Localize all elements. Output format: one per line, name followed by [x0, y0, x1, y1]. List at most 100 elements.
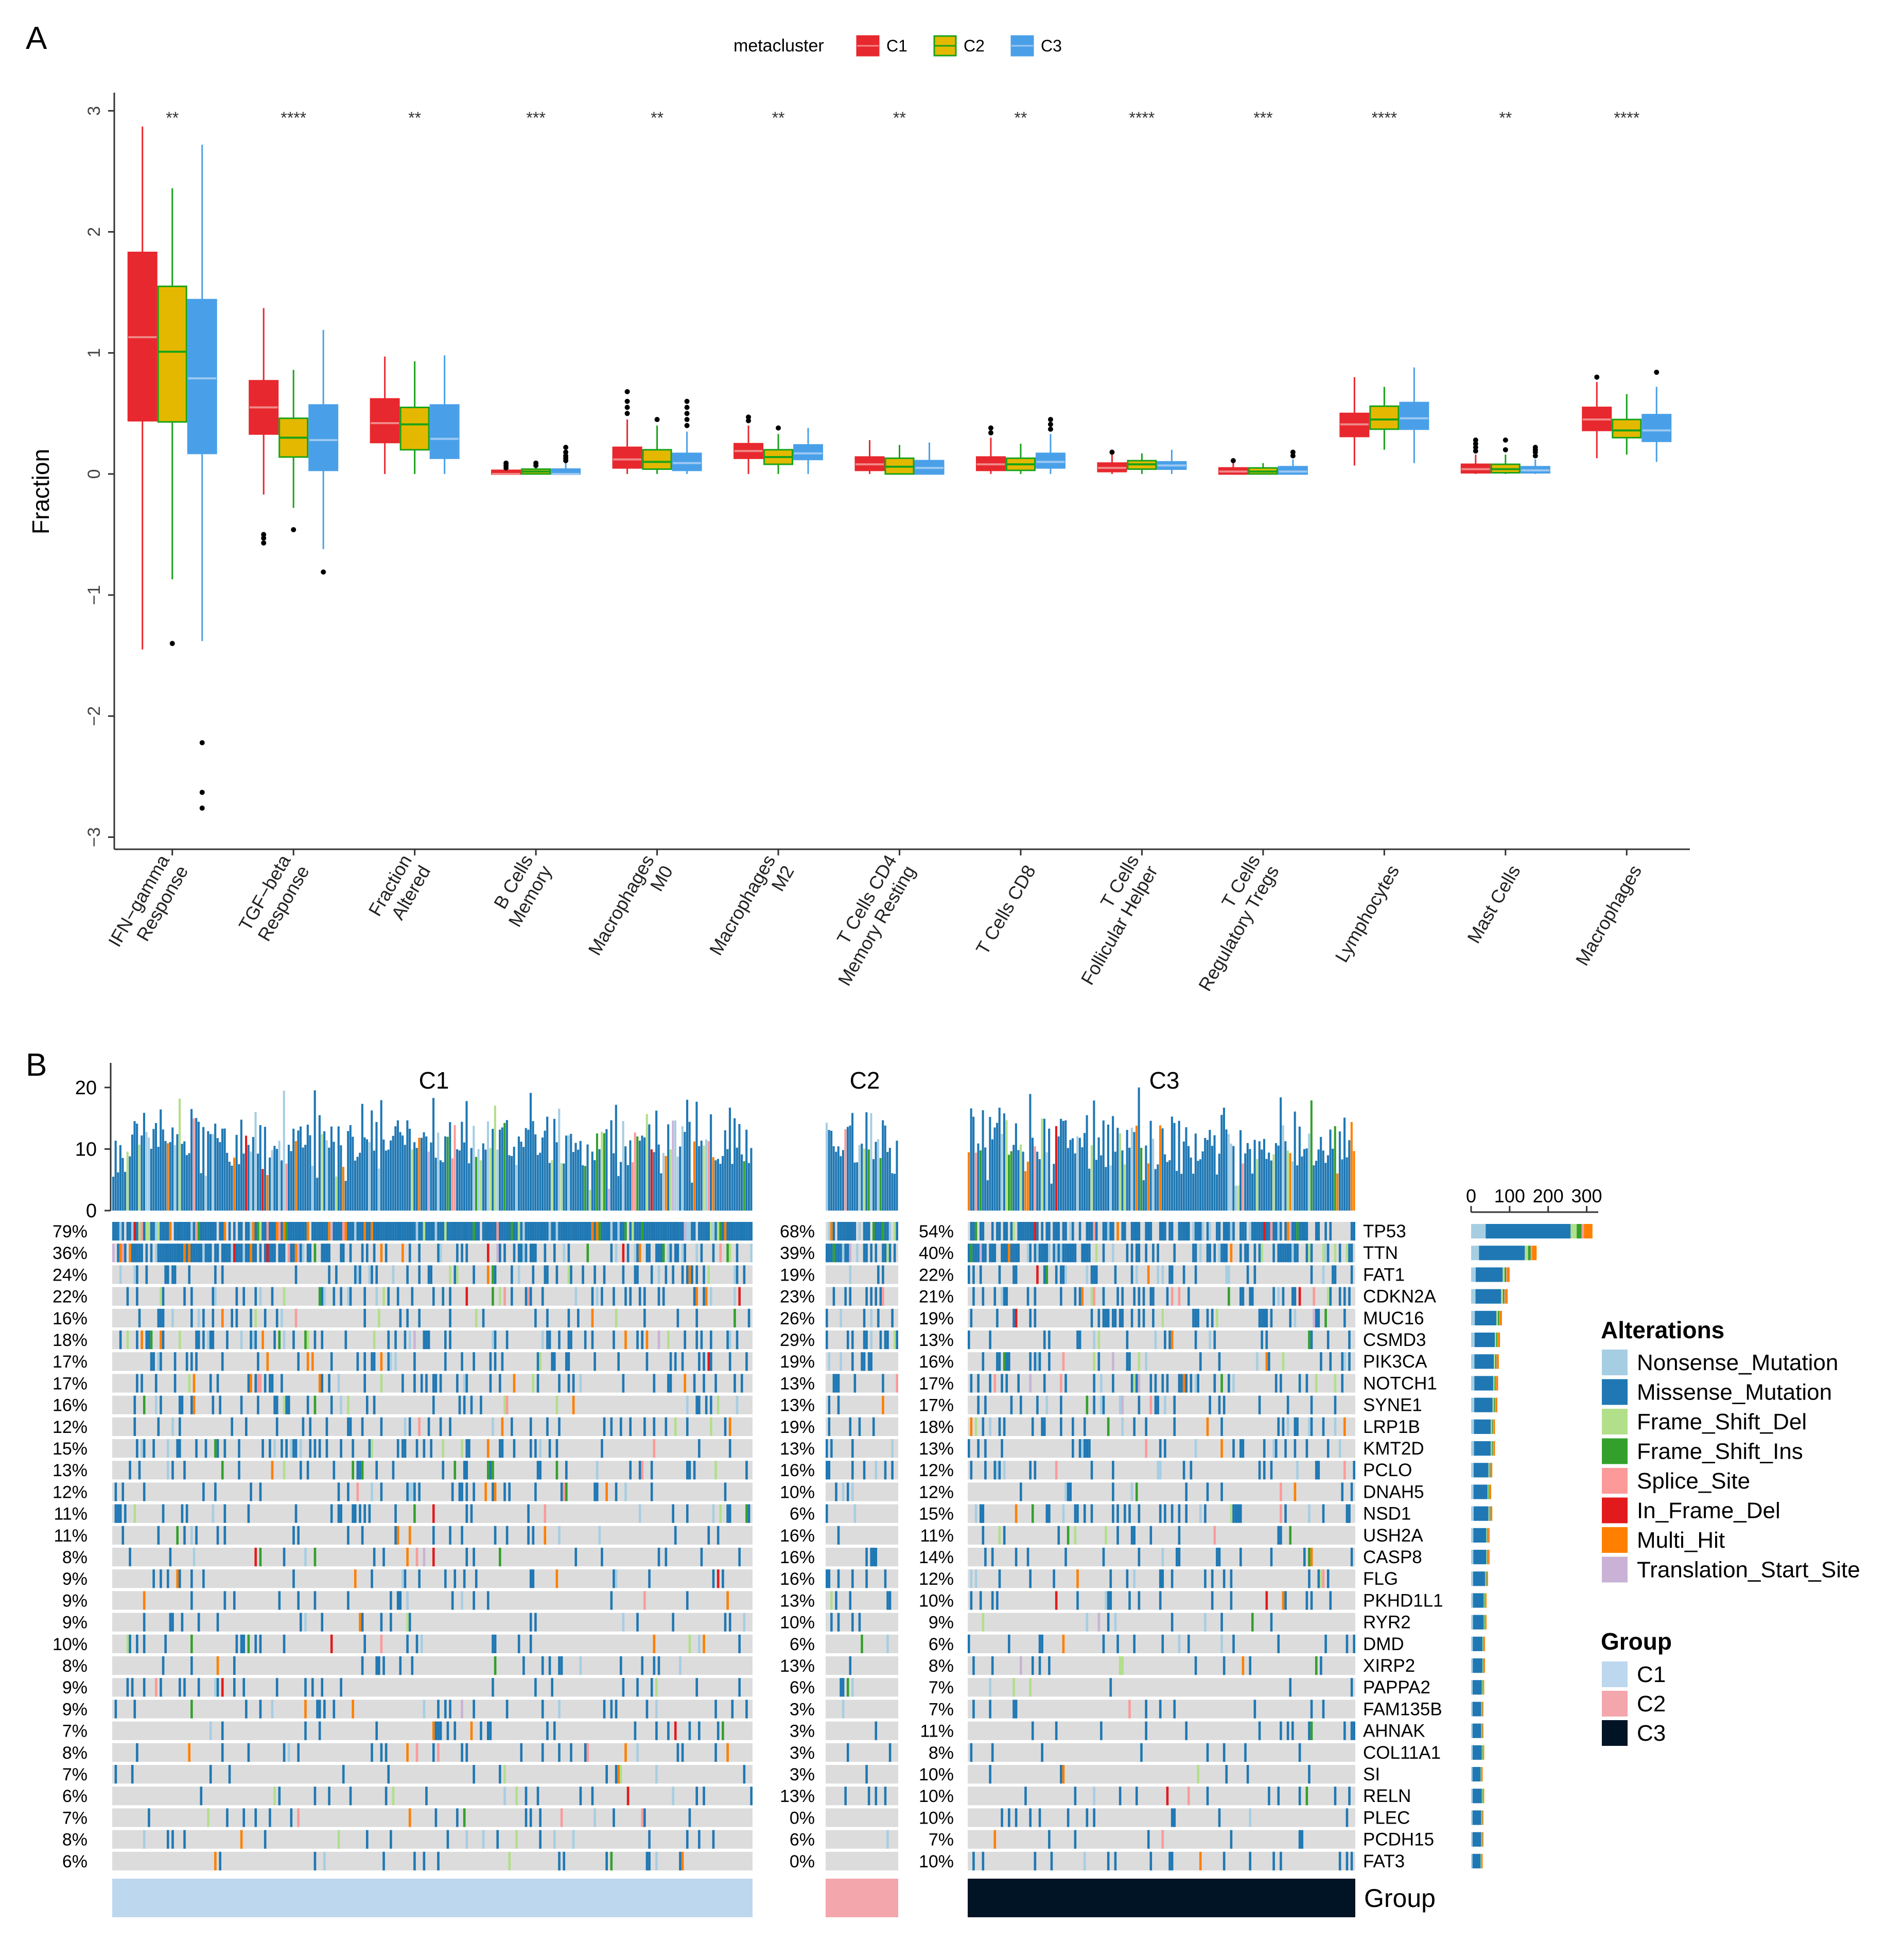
mutation-cell [980, 1591, 982, 1609]
mutation-cell [840, 1678, 842, 1696]
mutation-cell [1027, 1244, 1029, 1262]
pct-label: 13% [53, 1461, 88, 1480]
mutation-cell [442, 1439, 444, 1458]
mutation-cell [1162, 1635, 1164, 1653]
mutation-cell [686, 1265, 689, 1284]
mutation-cell [624, 1287, 627, 1306]
mutation-cell [1322, 1417, 1325, 1436]
gene-label: COL11A1 [1363, 1743, 1441, 1763]
mutation-cell [392, 1265, 395, 1284]
mutation-cell [449, 1417, 451, 1436]
mutation-cell [546, 1265, 549, 1284]
mutation-cell [167, 1222, 169, 1240]
mutation-cell [233, 1244, 236, 1262]
mutation-cell [996, 1352, 999, 1371]
gene-total-segment [1489, 1484, 1490, 1499]
mutation-cell [970, 1374, 973, 1392]
mutation-cell [442, 1461, 444, 1479]
gene-total-segment [1473, 1571, 1485, 1586]
mutation-cell [1098, 1613, 1101, 1632]
tmb-bar [1197, 1161, 1199, 1211]
mutation-cell [1287, 1417, 1289, 1436]
mutation-cell [233, 1656, 236, 1675]
mutation-cell [359, 1504, 361, 1523]
mutation-cell [1105, 1526, 1107, 1545]
mutation-cell [875, 1287, 878, 1306]
mutation-cell [314, 1439, 317, 1458]
mutation-cell [875, 1787, 878, 1805]
mutation-cell [615, 1309, 618, 1327]
mutation-cell [214, 1287, 217, 1306]
mutation-cell [233, 1678, 236, 1696]
tmb-bar [437, 1132, 439, 1211]
mutation-cell [214, 1439, 217, 1458]
mutation-cell [577, 1309, 580, 1327]
mutation-cell [1294, 1417, 1297, 1436]
mutation-cell [849, 1265, 851, 1284]
mutation-cell [828, 1352, 831, 1371]
mutation-cell [695, 1244, 698, 1262]
mutation-cell [461, 1526, 463, 1545]
mutation-cell [240, 1635, 243, 1653]
gene-total-segment [1501, 1289, 1503, 1304]
mutation-cell [527, 1222, 530, 1240]
mutation-cell [875, 1222, 878, 1240]
mutation-cell [292, 1569, 295, 1588]
mutation-cell [271, 1222, 274, 1240]
mutation-cell [238, 1222, 240, 1240]
mutation-cell [1140, 1743, 1143, 1762]
tmb-bar [1211, 1146, 1213, 1211]
mutation-cell [141, 1374, 143, 1392]
mutation-cell [250, 1374, 252, 1392]
mutation-cell [1128, 1591, 1131, 1609]
mutation-cell [169, 1613, 172, 1632]
tmb-bar [1105, 1167, 1107, 1211]
mutation-cell [1093, 1287, 1095, 1306]
mutation-cell [745, 1700, 748, 1718]
mutation-cell [729, 1439, 731, 1458]
mutation-cell [254, 1244, 257, 1262]
pct-label: 9% [929, 1613, 954, 1633]
mutation-cell [1320, 1569, 1322, 1588]
mutation-cell [480, 1396, 482, 1414]
mutation-cell [1095, 1244, 1098, 1262]
mutation-cell [1003, 1287, 1006, 1306]
gene-total-segment [1503, 1289, 1505, 1304]
mutation-cell [1008, 1635, 1010, 1653]
tmb-bar [181, 1144, 183, 1211]
row-background [826, 1526, 898, 1545]
mutation-cell [1320, 1352, 1322, 1371]
mutation-cell [352, 1504, 354, 1523]
mutation-cell [183, 1222, 186, 1240]
mutation-cell [121, 1244, 124, 1262]
mutation-cell [1282, 1352, 1285, 1371]
mutation-cell [503, 1287, 506, 1306]
mutation-cell [695, 1331, 698, 1349]
mutation-cell [1032, 1722, 1034, 1740]
mutation-cell [1242, 1287, 1245, 1306]
gene-total-segment [1473, 1658, 1482, 1673]
mutation-cell [1183, 1265, 1185, 1284]
mutation-cell [133, 1244, 136, 1262]
mutation-cell [259, 1222, 262, 1240]
tmb-bar [198, 1122, 200, 1211]
mutation-cell [693, 1461, 696, 1479]
mutation-cell [347, 1222, 350, 1240]
mutation-cell [601, 1287, 603, 1306]
mutation-cell [665, 1417, 668, 1436]
mutation-cell [250, 1244, 252, 1262]
pct-label: 10% [919, 1852, 954, 1871]
mutation-cell [444, 1700, 447, 1718]
tmb-bar [670, 1149, 672, 1211]
mutation-cell [643, 1808, 646, 1827]
mutation-cell [214, 1678, 217, 1696]
mutation-cell [257, 1374, 259, 1392]
mutation-cell [530, 1287, 532, 1306]
mutation-cell [868, 1352, 870, 1371]
mutation-cell [1145, 1722, 1147, 1740]
mutation-cell [532, 1222, 535, 1240]
mutation-cell [181, 1613, 184, 1632]
tmb-bar [124, 1172, 126, 1211]
tmb-bar [1069, 1140, 1071, 1211]
mutation-cell [357, 1222, 359, 1240]
